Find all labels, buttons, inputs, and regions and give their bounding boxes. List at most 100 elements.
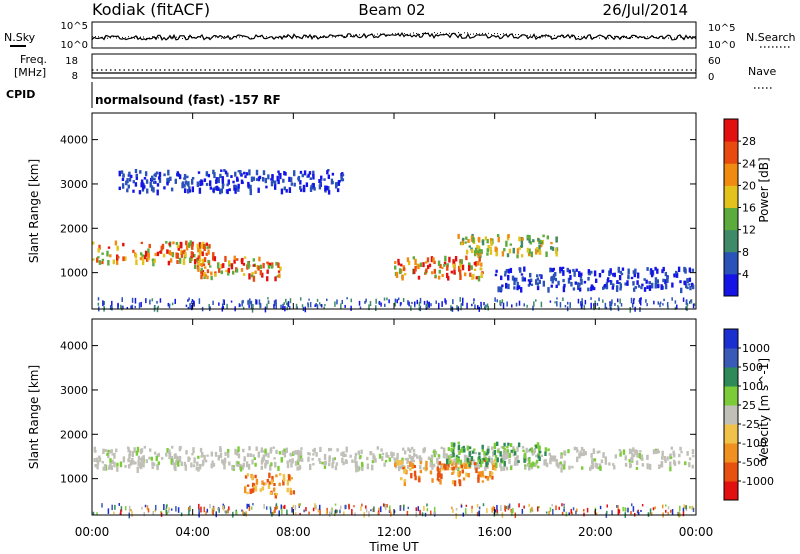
- echo-cell: [484, 475, 488, 479]
- clutter-cell: [576, 508, 578, 512]
- echo-cell: [500, 275, 503, 281]
- echo-cell: [212, 188, 215, 192]
- nsearch-dot: [689, 36, 690, 38]
- echo-cell: [680, 450, 683, 454]
- echo-cell: [240, 173, 243, 177]
- echo-cell: [557, 462, 560, 469]
- echo-cell: [128, 453, 131, 459]
- echo-cell: [413, 470, 417, 477]
- echo-cell: [106, 452, 109, 456]
- clutter-cell: [640, 509, 642, 513]
- clutter-cell: [693, 303, 696, 306]
- nsearch-dot: [404, 33, 405, 35]
- nsearch-dot: [662, 37, 663, 39]
- echo-cell: [163, 173, 166, 177]
- clutter-cell: [273, 300, 276, 306]
- clutter-cell: [275, 503, 278, 510]
- echo-cell: [132, 180, 135, 184]
- clutter-cell: [317, 508, 320, 513]
- nsearch-dot: [455, 33, 456, 35]
- echo-cell: [183, 188, 187, 194]
- nsearch-dot: [527, 35, 528, 37]
- echo-cell: [457, 471, 460, 477]
- echo-cell: [472, 237, 475, 243]
- nsearch-dot: [389, 34, 390, 36]
- echo-cell: [521, 237, 524, 241]
- echo-cell: [383, 462, 386, 467]
- clutter-cell: [152, 510, 154, 515]
- echo-cell: [467, 265, 471, 272]
- clutter-cell: [459, 297, 461, 302]
- nsearch-dot: [203, 37, 204, 39]
- echo-cell: [327, 190, 331, 195]
- echo-cell: [224, 170, 228, 175]
- clutter-cell: [350, 298, 353, 303]
- clutter-cell: [456, 305, 458, 310]
- echo-cell: [540, 274, 543, 279]
- clutter-cell: [494, 297, 496, 302]
- power-panel-frame: [91, 112, 697, 310]
- echo-cell: [268, 472, 271, 479]
- echo-cell: [221, 184, 225, 189]
- nsearch-dot: [473, 33, 474, 35]
- echo-cell: [403, 479, 407, 487]
- nsearch-dot: [587, 36, 588, 38]
- echo-cell: [628, 459, 631, 463]
- clutter-cell: [273, 304, 275, 309]
- nsearch-dot: [233, 36, 234, 38]
- echo-cell: [156, 453, 160, 458]
- echo-cell: [593, 458, 597, 462]
- echo-cell: [503, 460, 506, 467]
- echo-cell: [257, 451, 261, 458]
- nsearch-dot: [398, 32, 399, 34]
- echo-cell: [525, 457, 528, 462]
- echo-cell: [299, 170, 303, 174]
- clutter-cell: [286, 302, 288, 305]
- nsearch-dot: [605, 37, 606, 39]
- clutter-cell: [499, 300, 501, 306]
- clutter-cell: [611, 510, 613, 516]
- echo-cell: [568, 269, 572, 274]
- clutter-cell: [419, 509, 421, 515]
- clutter-cell: [299, 297, 302, 301]
- echo-cell: [612, 283, 615, 287]
- echo-cell: [627, 268, 630, 275]
- echo-cell: [234, 184, 237, 188]
- echo-cell: [196, 257, 199, 263]
- nsearch-dot: [656, 36, 657, 38]
- echo-cell: [210, 463, 213, 469]
- clutter-cell: [215, 511, 217, 518]
- echo-cell: [242, 448, 245, 453]
- echo-cell: [528, 237, 531, 243]
- echo-cell: [237, 170, 240, 173]
- echo-cell: [489, 246, 492, 251]
- echo-cell: [426, 257, 430, 263]
- echo-cell: [366, 456, 369, 461]
- nsearch-dot: [371, 33, 372, 35]
- echo-cell: [411, 462, 414, 469]
- echo-cell: [526, 235, 530, 239]
- echo-cell: [154, 172, 157, 178]
- clutter-cell: [617, 304, 619, 308]
- echo-cell: [656, 448, 660, 454]
- clutter-cell: [299, 503, 301, 506]
- echo-cell: [446, 265, 449, 271]
- echo-cell: [666, 276, 669, 283]
- clutter-cell: [175, 506, 177, 512]
- echo-cell: [213, 172, 216, 179]
- echo-cell: [275, 474, 278, 478]
- clutter-cell: [149, 299, 151, 305]
- clutter-cell: [477, 305, 479, 309]
- echo-cell: [691, 284, 695, 290]
- echo-cell: [327, 174, 331, 180]
- echo-cell: [292, 490, 296, 495]
- clutter-cell: [665, 509, 667, 513]
- echo-cell: [217, 262, 220, 269]
- clutter-cell: [416, 299, 419, 305]
- echo-cell: [591, 463, 595, 470]
- nsearch-dot: [509, 35, 510, 37]
- echo-cell: [122, 456, 126, 463]
- clutter-cell: [682, 510, 685, 517]
- echo-cell: [414, 265, 417, 272]
- clutter-cell: [410, 305, 412, 311]
